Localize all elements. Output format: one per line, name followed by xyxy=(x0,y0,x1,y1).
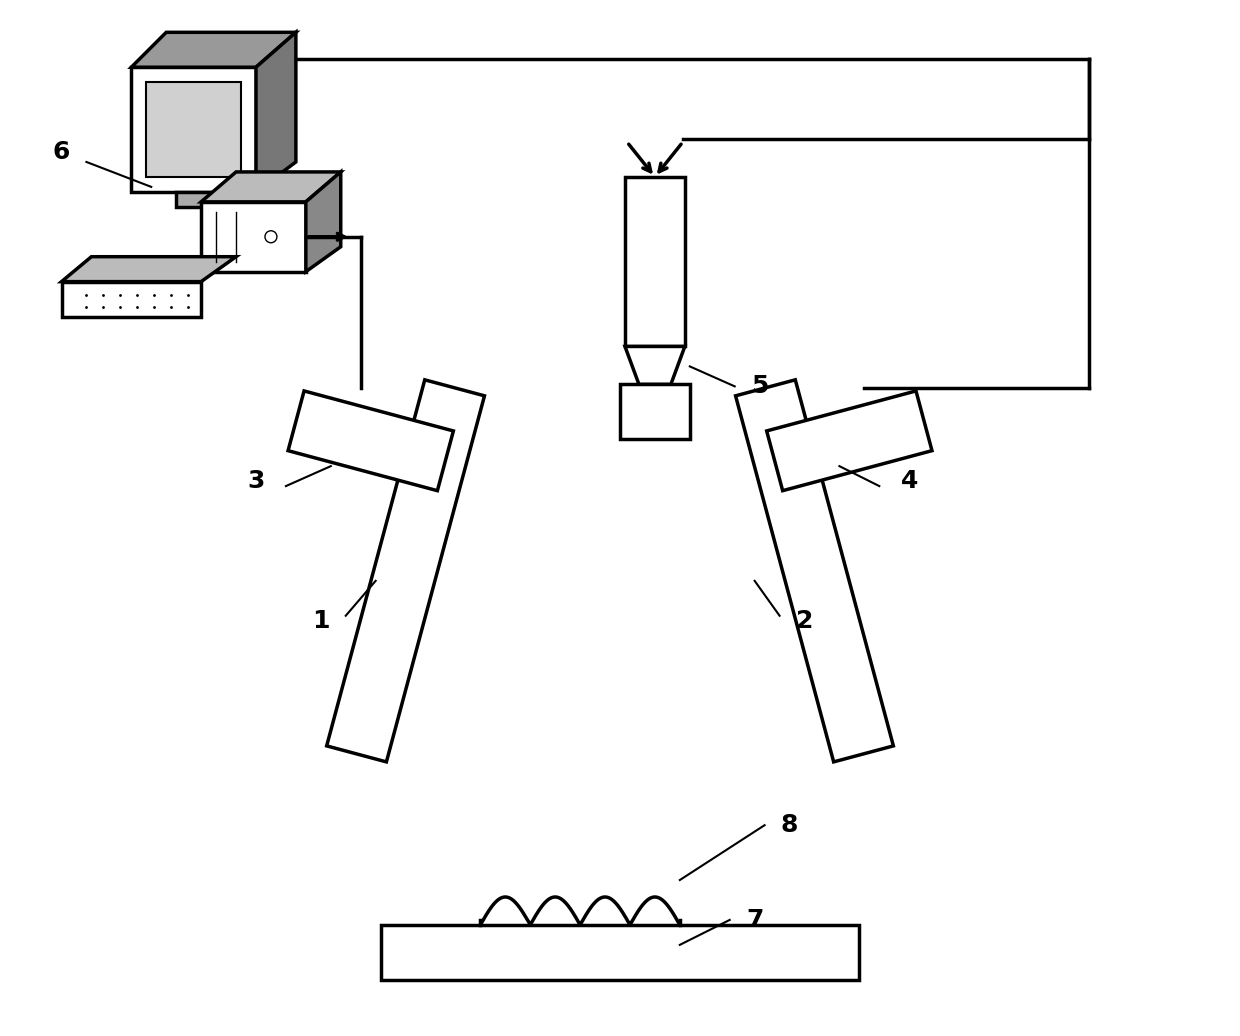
Text: 6: 6 xyxy=(53,140,71,164)
Polygon shape xyxy=(625,346,684,384)
Polygon shape xyxy=(255,32,296,192)
Polygon shape xyxy=(131,32,296,67)
Polygon shape xyxy=(306,172,341,271)
Polygon shape xyxy=(201,202,306,271)
Polygon shape xyxy=(62,282,201,317)
Polygon shape xyxy=(735,380,893,761)
Polygon shape xyxy=(201,172,341,202)
Text: 2: 2 xyxy=(796,609,813,633)
Text: 5: 5 xyxy=(751,374,769,399)
Polygon shape xyxy=(176,192,216,207)
Polygon shape xyxy=(625,177,684,346)
Text: 4: 4 xyxy=(900,469,918,493)
Polygon shape xyxy=(62,257,236,282)
Polygon shape xyxy=(620,384,689,439)
Text: 3: 3 xyxy=(247,469,264,493)
Polygon shape xyxy=(288,391,454,491)
Polygon shape xyxy=(326,380,485,761)
Polygon shape xyxy=(131,67,255,192)
Polygon shape xyxy=(146,82,241,177)
Bar xyxy=(381,925,859,980)
Text: 1: 1 xyxy=(312,609,330,633)
Text: 8: 8 xyxy=(781,813,799,837)
Text: 7: 7 xyxy=(746,908,764,932)
Polygon shape xyxy=(766,391,932,491)
